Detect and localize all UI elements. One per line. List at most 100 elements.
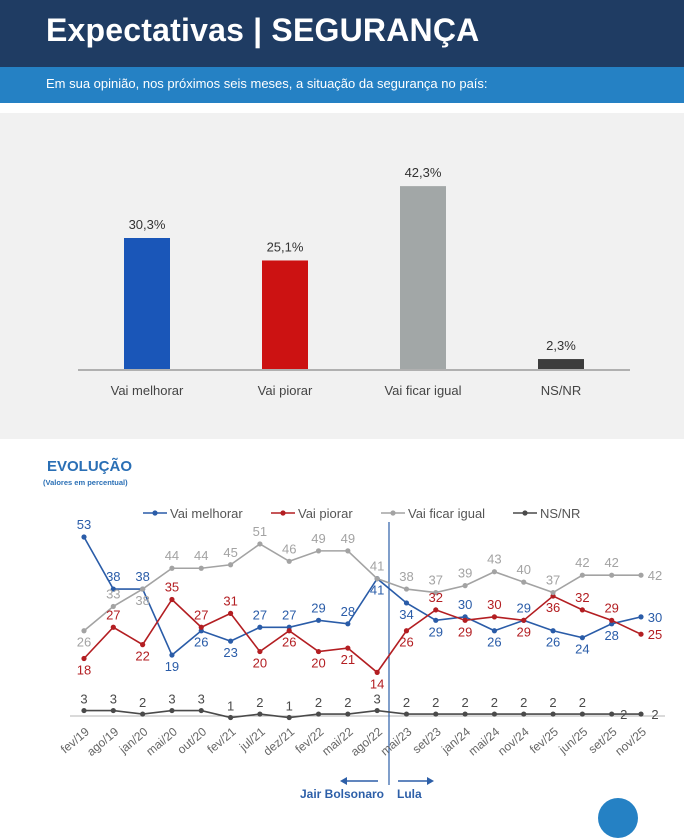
data-label: 2 — [579, 695, 586, 710]
series-point — [491, 711, 498, 717]
data-label: 44 — [194, 548, 208, 563]
data-label: 2 — [549, 695, 556, 710]
series-point — [286, 714, 292, 721]
bar-category-label: NS/NR — [541, 383, 581, 398]
series-point — [491, 614, 498, 620]
legend-label: Vai melhorar — [170, 506, 243, 521]
series-point — [110, 603, 116, 610]
data-label: 38 — [399, 569, 413, 584]
data-label: 29 — [311, 600, 325, 615]
x-tick-label: jun/25 — [555, 724, 590, 757]
series-point — [169, 565, 175, 571]
series-point — [345, 621, 351, 627]
series-point — [433, 617, 439, 623]
data-label: 35 — [165, 579, 179, 594]
bar-3 — [538, 359, 584, 369]
series-point — [227, 714, 234, 721]
data-label: 43 — [487, 552, 501, 567]
data-label: 42 — [604, 555, 618, 570]
series-point — [257, 648, 263, 655]
data-label: 1 — [227, 699, 234, 714]
data-label: 22 — [135, 649, 149, 664]
series-point — [286, 558, 292, 564]
bar-value-label: 30,3% — [129, 217, 166, 232]
bar-2 — [400, 186, 446, 369]
series-line-0 — [83, 536, 642, 657]
data-label: 2 — [344, 695, 351, 710]
series-point — [140, 711, 146, 717]
data-label: 53 — [77, 517, 91, 532]
series-point — [140, 586, 146, 592]
data-label: 26 — [487, 635, 501, 650]
series-point — [638, 614, 644, 620]
charts-canvas: 30,3% Vai melhorar 25,1% Vai piorar 42,3% Vai… — [58, 165, 665, 801]
legend-label: NS/NR — [540, 506, 580, 521]
data-label: 37 — [429, 573, 443, 588]
data-label: 29 — [517, 600, 531, 615]
annotation-lula: Lula — [397, 787, 422, 801]
data-label: 24 — [575, 642, 589, 657]
data-label: 49 — [341, 531, 355, 546]
series-point — [521, 711, 527, 717]
bar-category-label: Vai melhorar — [111, 383, 184, 398]
data-label: 3 — [80, 692, 87, 707]
bar-value-label: 2,3% — [546, 338, 576, 353]
data-label: 32 — [575, 590, 589, 605]
series-point — [579, 711, 585, 717]
series-point — [403, 628, 410, 634]
series-point — [433, 589, 439, 596]
series-point — [491, 569, 498, 575]
series-point — [257, 711, 263, 717]
data-label: 3 — [374, 692, 381, 707]
series-point — [345, 645, 351, 651]
series-point — [227, 610, 234, 616]
bar-1 — [262, 260, 308, 369]
data-label: 45 — [223, 545, 237, 560]
legend-marker — [390, 510, 396, 516]
data-label: 26 — [282, 635, 296, 650]
arrow-left-head — [340, 777, 347, 785]
data-label: 33 — [106, 586, 120, 601]
data-label: 40 — [517, 562, 531, 577]
series-point — [550, 628, 556, 634]
data-label: 20 — [253, 656, 267, 671]
x-tick-label: mai/23 — [378, 724, 415, 758]
data-label: 38 — [135, 569, 149, 584]
series-point — [198, 707, 204, 714]
data-label: 41 — [370, 583, 384, 598]
question-bar: Em sua opinião, nos próximos seis meses,… — [0, 67, 684, 103]
data-label: 49 — [311, 531, 325, 546]
data-label: 2 — [315, 695, 322, 710]
data-label: 2 — [651, 707, 658, 722]
series-point — [521, 579, 527, 585]
legend-label: Vai piorar — [298, 506, 353, 521]
series-point — [403, 600, 410, 606]
series-point — [315, 648, 322, 655]
data-label: 27 — [282, 607, 296, 622]
x-tick-label: mai/22 — [319, 724, 356, 758]
bar-value-label: 25,1% — [267, 239, 304, 254]
data-label: 30 — [458, 597, 472, 612]
data-label: 38 — [106, 569, 120, 584]
x-tick-label: mai/20 — [143, 724, 180, 758]
data-label: 27 — [194, 607, 208, 622]
data-label: 2 — [491, 695, 498, 710]
series-point — [315, 548, 322, 554]
data-label: 21 — [341, 652, 355, 667]
data-label: 25 — [648, 627, 662, 642]
series-point — [345, 711, 351, 717]
series-point — [227, 638, 234, 644]
series-point — [374, 669, 380, 675]
data-label: 30 — [648, 610, 662, 625]
series-point — [110, 624, 116, 630]
x-tick-label: out/20 — [175, 724, 210, 756]
series-point — [521, 617, 527, 623]
series-point — [462, 617, 468, 623]
data-label: 26 — [77, 635, 91, 650]
series-point — [140, 642, 146, 648]
data-label: 28 — [604, 628, 618, 643]
data-label: 2 — [520, 695, 527, 710]
series-point — [198, 624, 204, 630]
page-title: Expectativas | SEGURANÇA — [46, 12, 480, 48]
x-tick-label: nov/25 — [612, 724, 649, 758]
